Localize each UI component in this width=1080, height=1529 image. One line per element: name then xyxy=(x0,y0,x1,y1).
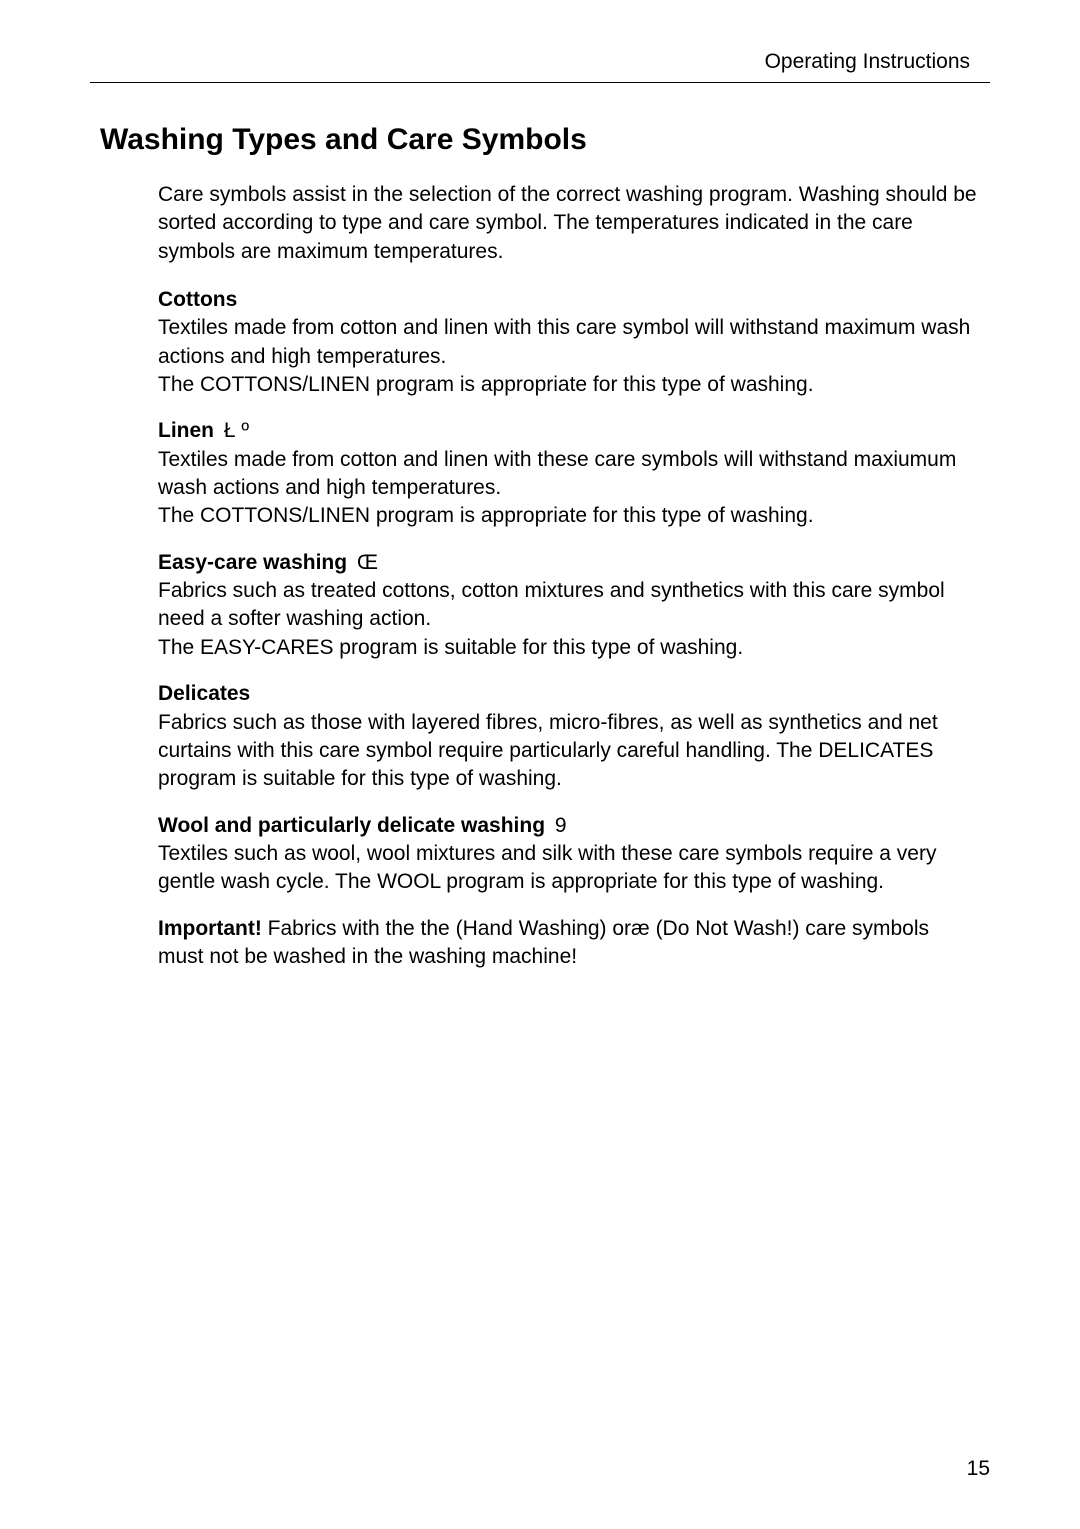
care-symbol-icon: Ł º xyxy=(224,417,249,445)
page-number: 15 xyxy=(967,1457,990,1481)
important-note: Important! Fabrics with the the (Hand Wa… xyxy=(158,915,980,972)
section-wool: Wool and particularly delicate washing 9… xyxy=(158,812,980,897)
section-heading: Delicates xyxy=(158,680,980,708)
section-linen: Linen Ł º Textiles made from cotton and … xyxy=(158,417,980,530)
section-body: Textiles made from cotton and linen with… xyxy=(158,446,980,531)
section-heading: Wool and particularly delicate washing 9 xyxy=(158,812,980,840)
section-important: Important! Fabrics with the the (Hand Wa… xyxy=(158,915,980,972)
section-body: Textiles such as wool, wool mixtures and… xyxy=(158,840,980,897)
section-heading: Linen Ł º xyxy=(158,417,980,445)
section-body: Fabrics such as those with layered fibre… xyxy=(158,709,980,794)
section-cottons: Cottons Textiles made from cotton and li… xyxy=(158,286,980,399)
document-page: Operating Instructions Washing Types and… xyxy=(0,0,1080,1529)
section-heading: Easy-care washing Œ xyxy=(158,549,980,577)
section-body: Textiles made from cotton and linen with… xyxy=(158,314,980,399)
section-heading: Cottons xyxy=(158,286,980,314)
care-symbol-icon: 9 xyxy=(555,812,567,840)
content-area: Care symbols assist in the selection of … xyxy=(158,181,980,971)
section-delicates: Delicates Fabrics such as those with lay… xyxy=(158,680,980,793)
header-text: Operating Instructions xyxy=(765,50,970,73)
important-label: Important! xyxy=(158,917,262,940)
main-heading: Washing Types and Care Symbols xyxy=(100,123,990,157)
do-not-wash-symbol-icon: æ xyxy=(631,917,656,940)
care-symbol-icon: Œ xyxy=(357,549,378,577)
intro-paragraph: Care symbols assist in the selection of … xyxy=(158,181,980,266)
page-header: Operating Instructions xyxy=(90,50,990,83)
section-easy-care: Easy-care washing Œ Fabrics such as trea… xyxy=(158,549,980,662)
section-body: Fabrics such as treated cottons, cotton … xyxy=(158,577,980,662)
